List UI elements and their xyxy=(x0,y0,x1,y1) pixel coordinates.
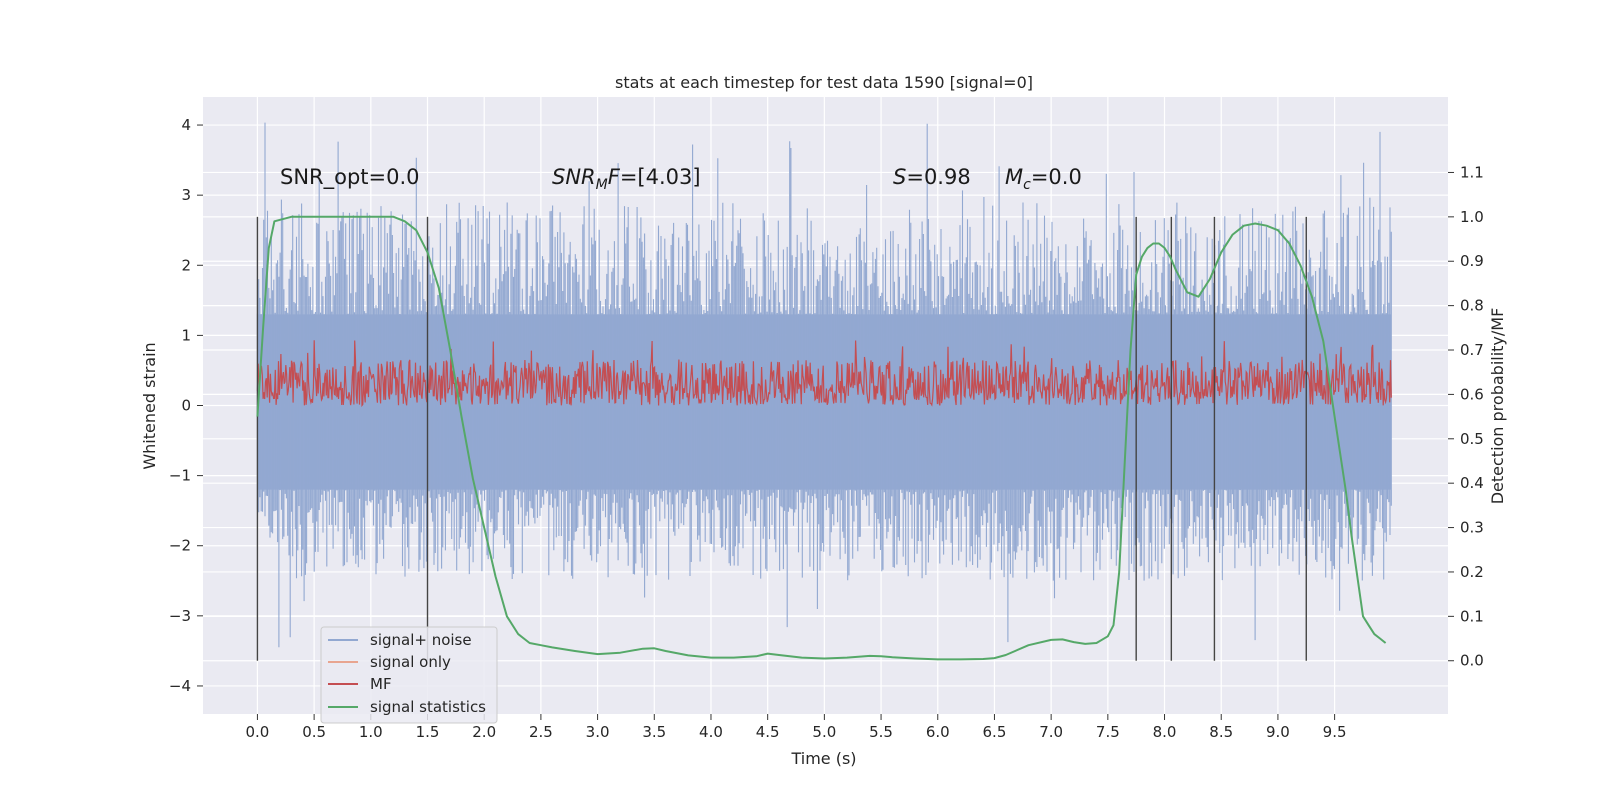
x-tick-label: 9.5 xyxy=(1323,723,1347,741)
legend-label-0: signal+ noise xyxy=(370,631,472,649)
legend-label-3: signal statistics xyxy=(370,698,486,716)
x-tick-label: 1.5 xyxy=(416,723,440,741)
y-tick-label: 3 xyxy=(181,186,191,204)
y-tick-label: 1 xyxy=(181,326,191,344)
x-tick-label: 6.5 xyxy=(983,723,1007,741)
x-tick-label: 7.0 xyxy=(1039,723,1063,741)
x-tick-label: 3.5 xyxy=(642,723,666,741)
x-tick-label: 2.0 xyxy=(472,723,496,741)
y2-tick-label: 0.2 xyxy=(1460,563,1484,581)
legend-label-2: MF xyxy=(370,675,392,693)
x-tick-label: 8.5 xyxy=(1209,723,1233,741)
y2-tick-label: 0.5 xyxy=(1460,430,1484,448)
signal-statistics-line xyxy=(256,215,1387,661)
x-tick-label: 1.0 xyxy=(359,723,383,741)
y-tick-label: 4 xyxy=(181,116,191,134)
y2-tick-label: 1.1 xyxy=(1460,163,1484,181)
y2-tick-label: 0.1 xyxy=(1460,607,1484,625)
annotation-snr-mf: SNRMF=[4.03] xyxy=(552,165,701,193)
x-tick-label: 0.5 xyxy=(302,723,326,741)
y-tick-label: 0 xyxy=(181,397,191,415)
y-tick-label: −4 xyxy=(169,677,191,695)
x-tick-label: 5.0 xyxy=(812,723,836,741)
vertical-markers xyxy=(256,216,1307,661)
x-axis-label: Time (s) xyxy=(790,749,856,768)
y-tick-label: −2 xyxy=(169,537,191,555)
y2-tick-label: 0.7 xyxy=(1460,341,1484,359)
y2-tick-label: 0.0 xyxy=(1460,652,1484,670)
legend: signal+ noise signal only MF signal stat… xyxy=(320,626,498,724)
annotation-snr-mf-symbol: SNR xyxy=(552,165,596,189)
annotation-snr-opt: SNR_opt=0.0 xyxy=(280,165,420,190)
series-signal-statistics xyxy=(256,215,1387,661)
y2-tick-label: 0.8 xyxy=(1460,297,1484,315)
x-tick-label: 0.0 xyxy=(245,723,269,741)
y2-tick-label: 0.9 xyxy=(1460,252,1484,270)
annotation-snr-mf-value: =[4.03] xyxy=(620,165,701,189)
annotation-mc-symbol: M xyxy=(1005,165,1023,189)
y2-axis-ticks: 1.1 1.0 0.9 0.8 0.7 0.6 0.5 0.4 0.3 0.2 0.1 0.0 xyxy=(1448,163,1484,670)
series-mf xyxy=(256,340,1392,408)
legend-box xyxy=(320,626,498,724)
y2-axis-label: Detection probability/MF xyxy=(1488,308,1507,505)
x-tick-label: 5.5 xyxy=(869,723,893,741)
y-axis-label: Whitened strain xyxy=(140,342,159,469)
mf-trace xyxy=(256,340,1392,408)
y2-tick-label: 0.6 xyxy=(1460,385,1484,403)
y-tick-label: −1 xyxy=(169,467,191,485)
annotation-snr-mf-rest: F xyxy=(608,165,621,189)
x-axis-ticks: 0.0 0.5 1.0 1.5 2.0 2.5 3.0 3.5 4.0 4.5 5.0 5.5 6.0 6… xyxy=(245,714,1347,741)
x-tick-label: 7.5 xyxy=(1096,723,1120,741)
annotation-s-value: =0.98 xyxy=(906,165,970,189)
annotation-mc: Mc=0.0 xyxy=(1005,165,1082,193)
y2-tick-label: 0.4 xyxy=(1460,474,1484,492)
x-tick-label: 9.0 xyxy=(1266,723,1290,741)
y-axis-ticks: 4 3 2 1 0 −1 −2 −3 −4 xyxy=(169,116,203,695)
legend-label-1: signal only xyxy=(370,653,451,671)
annotation-s: S=0.98 xyxy=(893,165,971,189)
y2-tick-label: 1.0 xyxy=(1460,208,1484,226)
chart-title: stats at each timestep for test data 159… xyxy=(615,73,1033,92)
annotation-s-symbol: S xyxy=(893,165,906,189)
x-tick-label: 8.0 xyxy=(1153,723,1177,741)
x-tick-label: 4.0 xyxy=(699,723,723,741)
y-tick-label: 2 xyxy=(181,256,191,274)
y-tick-label: −3 xyxy=(169,607,191,625)
annotation-mc-sub: c xyxy=(1023,177,1031,193)
x-tick-label: 6.0 xyxy=(926,723,950,741)
y2-tick-label: 0.3 xyxy=(1460,519,1484,537)
annotation-mc-value: =0.0 xyxy=(1031,165,1082,189)
x-tick-label: 3.0 xyxy=(586,723,610,741)
x-tick-label: 4.5 xyxy=(756,723,780,741)
annotation-snr-mf-sub: M xyxy=(596,177,608,193)
x-tick-label: 2.5 xyxy=(529,723,553,741)
